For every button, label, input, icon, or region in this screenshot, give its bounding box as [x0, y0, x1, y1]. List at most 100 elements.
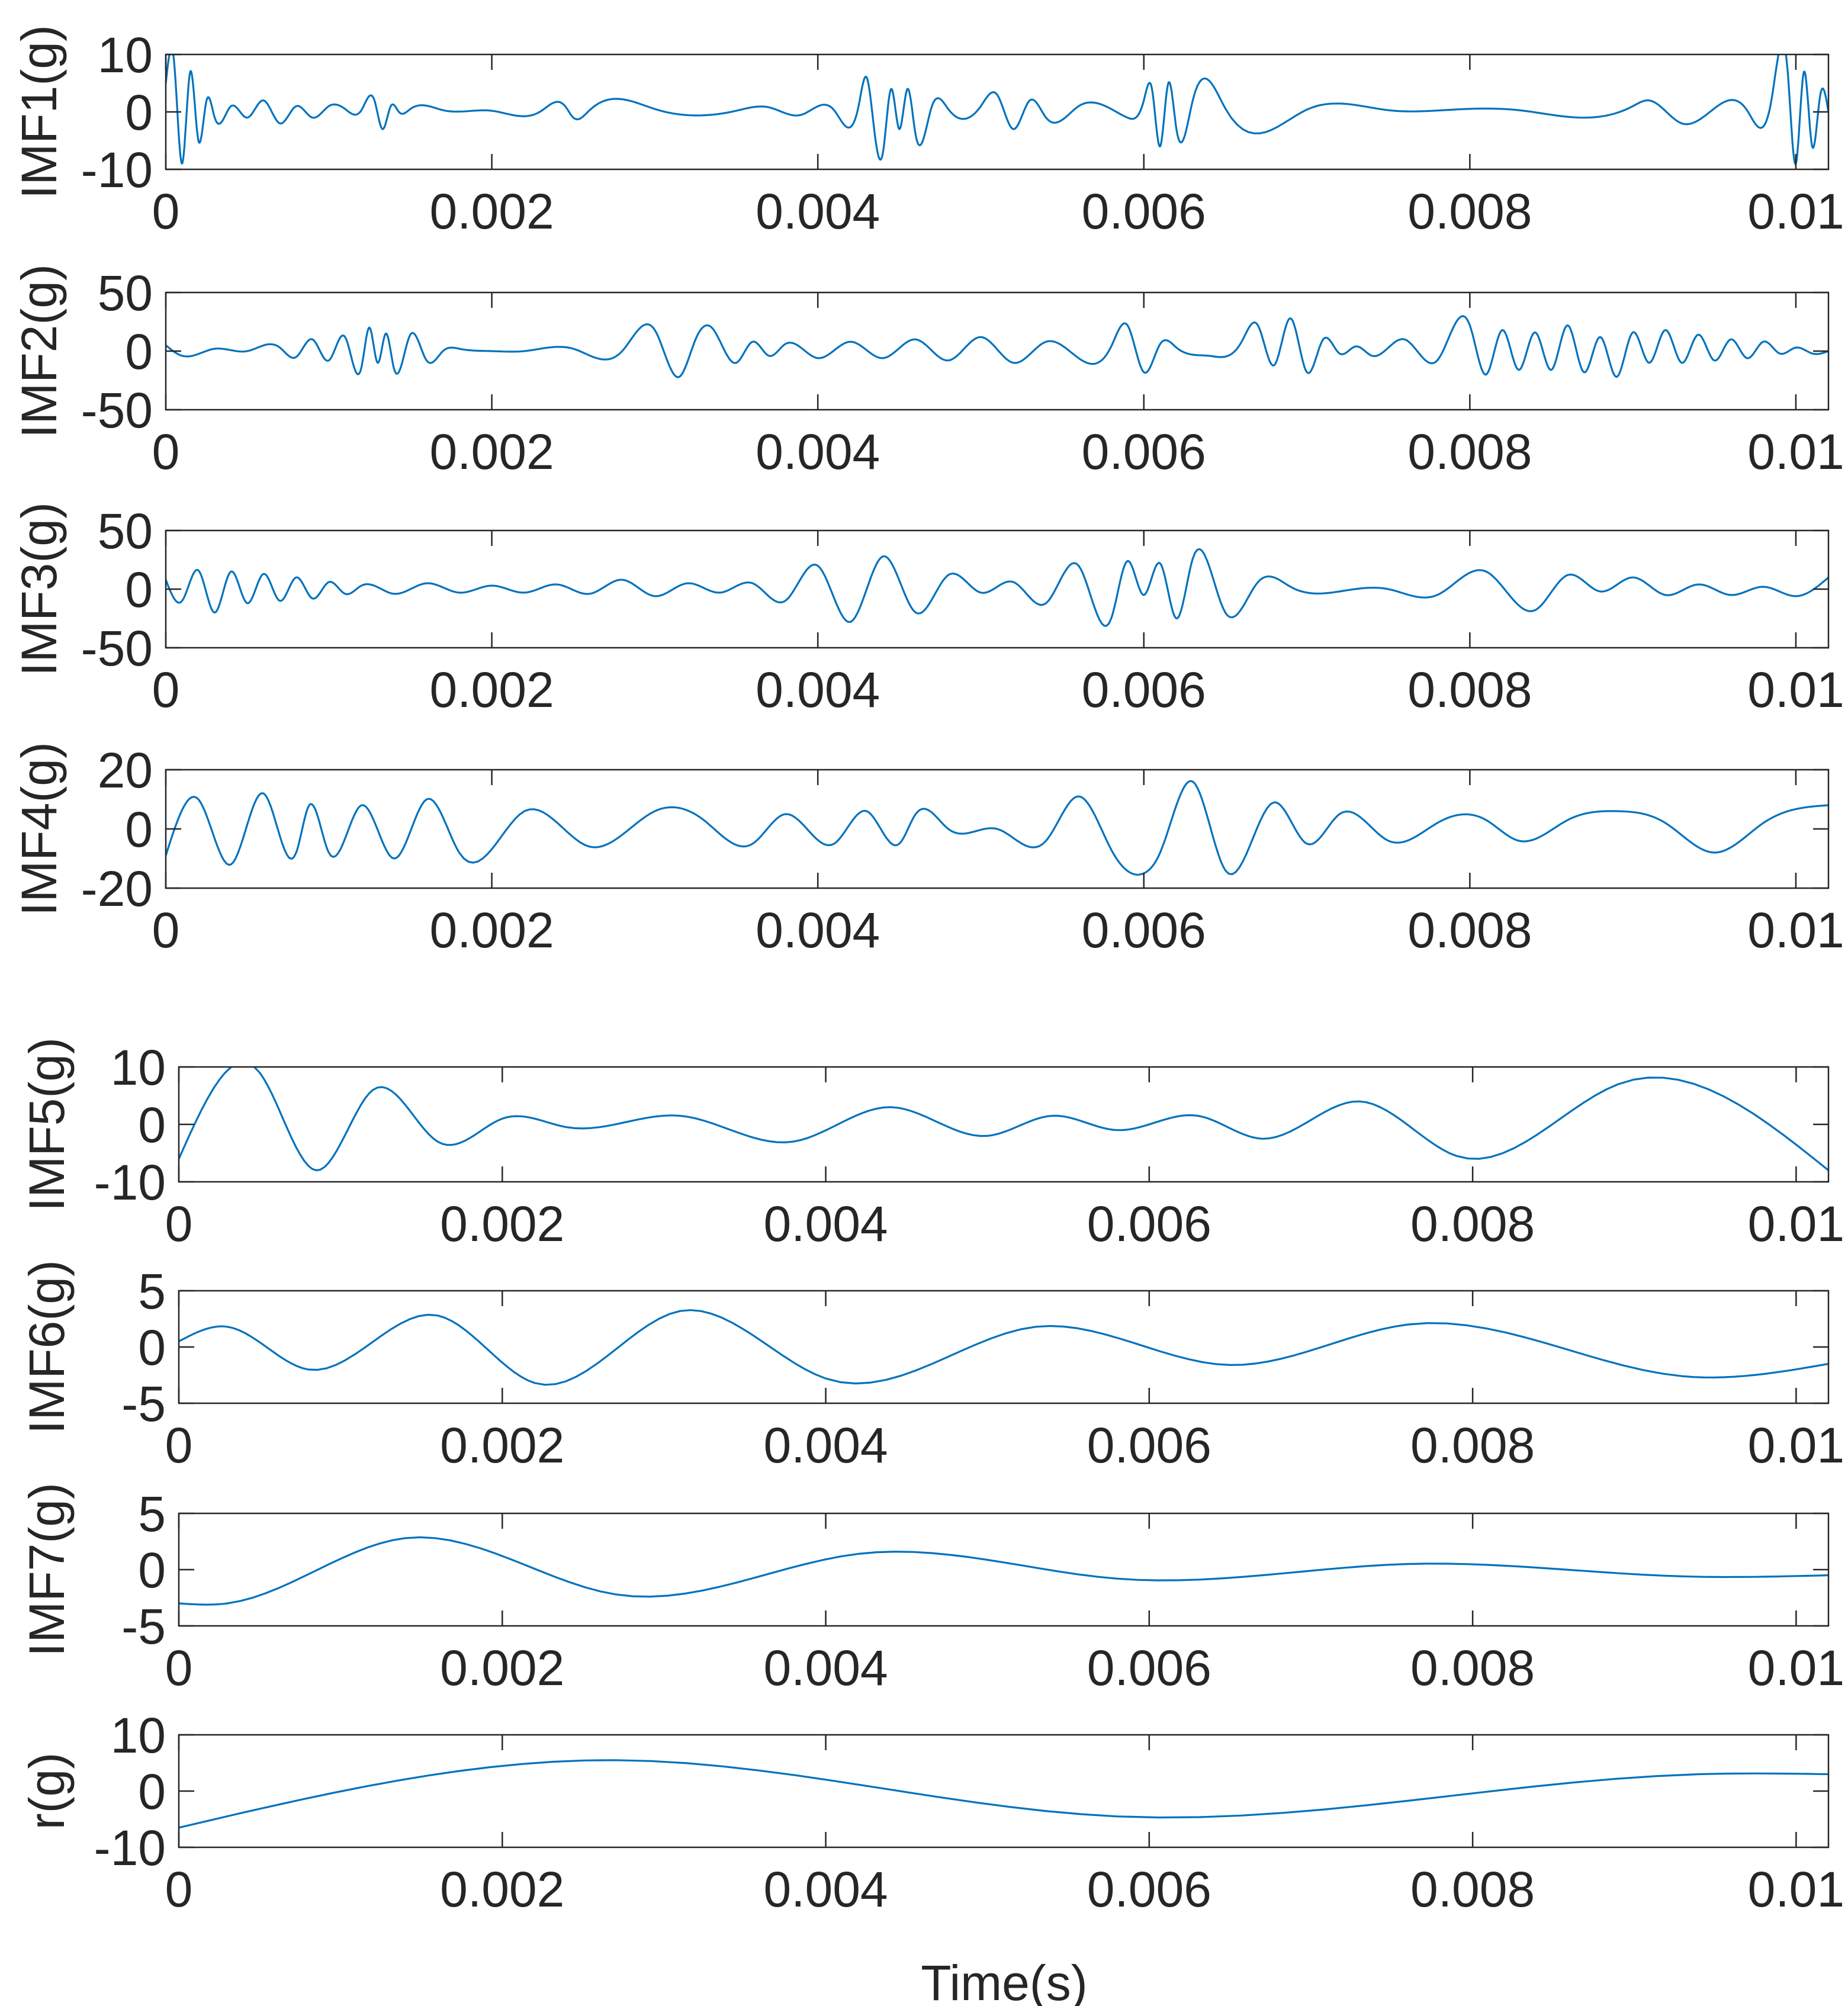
residual-series-line: [179, 1759, 1828, 1829]
imf6-xtick-label: 0.008: [1410, 1417, 1535, 1473]
imf4-xtick-label: 0.002: [429, 902, 554, 958]
imf1-xtick-label: 0: [152, 184, 180, 239]
x-axis-label: Time(s): [921, 1955, 1088, 2006]
imf7-ytick-label: -5: [121, 1599, 166, 1654]
imf6-xtick-label: 0.004: [763, 1417, 888, 1473]
imf6-xtick-label: 0.01: [1748, 1417, 1845, 1473]
imf2-xtick-label: 0.006: [1082, 424, 1206, 480]
imf3-y-axis-label: IMF3(g): [11, 502, 67, 676]
imf7-ytick-label: 0: [138, 1542, 166, 1598]
residual-xtick-label: 0.006: [1087, 1862, 1211, 1917]
imf6-series-line: [179, 1309, 1828, 1386]
imf5-ytick-label: 10: [111, 1040, 166, 1095]
imf7-xtick-label: 0: [165, 1640, 193, 1696]
imf7-xtick-label: 0.004: [763, 1640, 888, 1696]
imf2-y-axis-label: IMF2(g): [11, 264, 67, 438]
imf5-xtick-label: 0.006: [1087, 1196, 1211, 1252]
imf1-series-line: [166, 54, 1828, 165]
imf3-xtick-label: 0: [152, 662, 180, 718]
imf5-xtick-label: 0.008: [1410, 1196, 1535, 1252]
imf4-xtick-label: 0.004: [756, 902, 880, 958]
residual-xtick-label: 0.008: [1410, 1862, 1535, 1917]
imf6-ytick-label: -5: [121, 1376, 166, 1432]
imf4-xtick-label: 0: [152, 902, 180, 958]
imf5-y-axis-label: IMF5(g): [19, 1037, 75, 1211]
imf5-ytick-label: -10: [94, 1155, 166, 1210]
imf3-series-line: [166, 548, 1828, 627]
imf1-ytick-label: 10: [98, 27, 153, 83]
imf1-xtick-label: 0.006: [1082, 184, 1206, 239]
imf1-xtick-label: 0.002: [429, 184, 554, 239]
imf1-ytick-label: -10: [81, 142, 153, 198]
imf3-xtick-label: 0.004: [756, 662, 880, 718]
imf2-ytick-label: 0: [125, 324, 153, 380]
imf4-xtick-label: 0.008: [1407, 902, 1532, 958]
imf6-ytick-label: 0: [138, 1320, 166, 1375]
imf7-xtick-label: 0.01: [1748, 1640, 1845, 1696]
imf2-xtick-label: 0.004: [756, 424, 880, 480]
imf1-ytick-label: 0: [125, 85, 153, 140]
imf2-xtick-label: 0.002: [429, 424, 554, 480]
imf4-y-axis-label: IMF4(g): [11, 742, 67, 916]
imf3-ytick-label: -50: [81, 621, 153, 676]
residual-ytick-label: 10: [111, 1708, 166, 1763]
imf1-xtick-label: 0.008: [1407, 184, 1532, 239]
residual-ytick-label: 0: [138, 1764, 166, 1819]
imf4-xtick-label: 0.01: [1747, 902, 1844, 958]
imf4-series-line: [166, 780, 1828, 876]
imf3-ytick-label: 50: [98, 503, 153, 559]
imf6-y-axis-label: IMF6(g): [19, 1260, 75, 1434]
imf5-ytick-label: 0: [138, 1097, 166, 1153]
imf1-y-axis-label: IMF1(g): [11, 25, 67, 199]
imf2-xtick-label: 0.01: [1747, 424, 1844, 480]
imf6-xtick-label: 0.002: [440, 1417, 564, 1473]
imf7-xtick-label: 0.006: [1087, 1640, 1211, 1696]
imf4-ytick-label: -20: [81, 861, 153, 917]
imf3-ytick-label: 0: [125, 562, 153, 618]
imf6-xtick-label: 0.006: [1087, 1417, 1211, 1473]
imf5-xtick-label: 0: [165, 1196, 193, 1252]
residual-xtick-label: 0: [165, 1862, 193, 1917]
imf3-xtick-label: 0.006: [1082, 662, 1206, 718]
imf7-series-line: [179, 1536, 1828, 1606]
imf6-ytick-label: 5: [138, 1264, 166, 1319]
imf6-xtick-label: 0: [165, 1417, 193, 1473]
residual-ytick-label: -10: [94, 1820, 166, 1876]
residual-xtick-label: 0.004: [763, 1862, 888, 1917]
imf7-ytick-label: 5: [138, 1486, 166, 1542]
imf5-series-line: [179, 1067, 1828, 1172]
residual-xtick-label: 0.002: [440, 1862, 564, 1917]
imf5-xtick-label: 0.01: [1748, 1196, 1845, 1252]
residual-y-axis-label: r(g): [19, 1753, 75, 1830]
imf1-xtick-label: 0.01: [1747, 184, 1844, 239]
imf3-xtick-label: 0.008: [1407, 662, 1532, 718]
imf1-xtick-label: 0.004: [756, 184, 880, 239]
imf4-ytick-label: 0: [125, 802, 153, 857]
imf7-y-axis-label: IMF7(g): [19, 1483, 75, 1657]
imf2-series-line: [166, 315, 1828, 378]
imf7-xtick-label: 0.008: [1410, 1640, 1535, 1696]
imf5-xtick-label: 0.004: [763, 1196, 888, 1252]
imf4-ytick-label: 20: [98, 742, 153, 798]
imf2-ytick-label: 50: [98, 265, 153, 321]
imf7-xtick-label: 0.002: [440, 1640, 564, 1696]
imf2-xtick-label: 0: [152, 424, 180, 480]
imf5-xtick-label: 0.002: [440, 1196, 564, 1252]
imf3-xtick-label: 0.002: [429, 662, 554, 718]
imf2-ytick-label: -50: [81, 382, 153, 438]
imf2-xtick-label: 0.008: [1407, 424, 1532, 480]
imf3-xtick-label: 0.01: [1747, 662, 1844, 718]
imf4-xtick-label: 0.006: [1082, 902, 1206, 958]
residual-xtick-label: 0.01: [1748, 1862, 1845, 1917]
